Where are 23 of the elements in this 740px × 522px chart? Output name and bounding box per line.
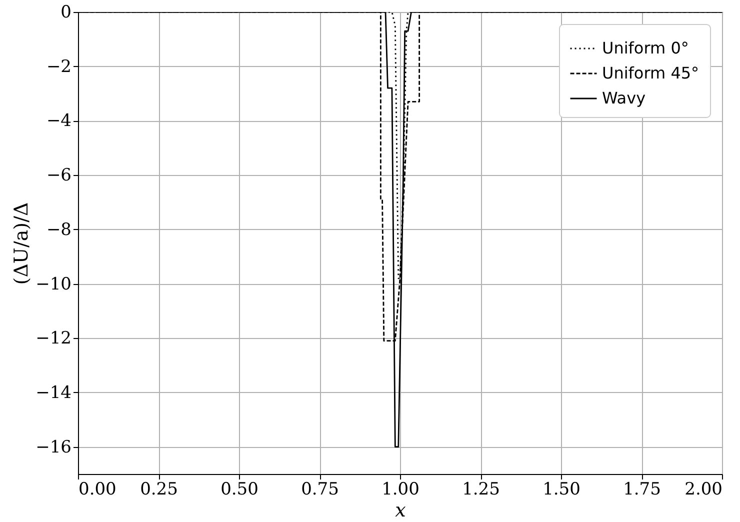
y-tick-label: −4 [46,111,72,132]
legend-label: Uniform 45° [602,64,700,82]
x-tick-label: 1.50 [542,480,580,500]
x-tick-label: 0.50 [220,480,258,500]
x-tick-label: 2.00 [684,480,722,500]
x-tick-label: 0.75 [301,480,339,500]
y-tick-label: 0 [60,2,72,22]
x-tick-label: 1.00 [382,480,420,500]
y-tick-label: −2 [46,56,72,77]
y-axis-title: (ΔU/a)/Δ [10,202,33,285]
x-tick-label: 0.00 [78,480,116,500]
y-tick-label: −6 [46,166,72,186]
y-tick-label: −10 [36,274,72,294]
legend-label: Wavy [602,88,646,108]
y-tick-label: −8 [46,220,72,240]
x-tick-label: 1.75 [623,480,661,500]
legend-label: Uniform 0° [602,38,689,58]
x-axis-title: x [395,500,406,522]
x-tick-label: 0.25 [140,480,178,500]
y-tick-label: −12 [36,328,72,349]
x-tick-label: 1.25 [462,480,500,500]
y-tick-label: −16 [36,437,72,458]
y-tick-label: −14 [36,382,72,403]
